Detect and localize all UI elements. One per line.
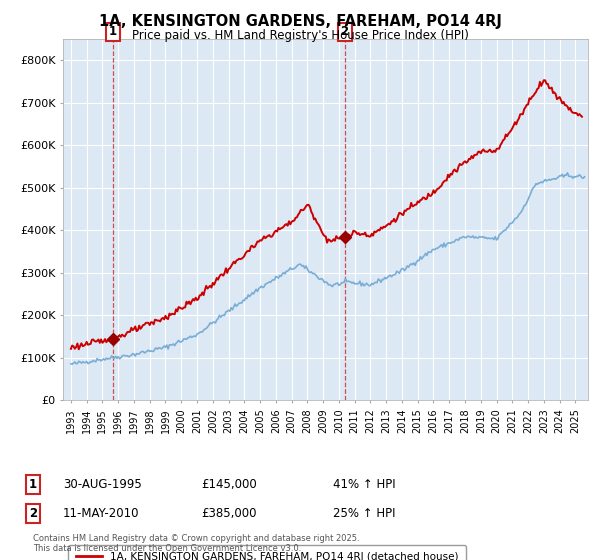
Text: 11-MAY-2010: 11-MAY-2010 (63, 507, 139, 520)
Text: 41% ↑ HPI: 41% ↑ HPI (333, 478, 395, 491)
Text: Contains HM Land Registry data © Crown copyright and database right 2025.
This d: Contains HM Land Registry data © Crown c… (33, 534, 359, 553)
Text: 1: 1 (29, 478, 37, 491)
Text: 2: 2 (29, 507, 37, 520)
Text: Price paid vs. HM Land Registry's House Price Index (HPI): Price paid vs. HM Land Registry's House … (131, 29, 469, 42)
Text: 1A, KENSINGTON GARDENS, FAREHAM, PO14 4RJ: 1A, KENSINGTON GARDENS, FAREHAM, PO14 4R… (98, 14, 502, 29)
Text: 30-AUG-1995: 30-AUG-1995 (63, 478, 142, 491)
Text: 25% ↑ HPI: 25% ↑ HPI (333, 507, 395, 520)
Text: 2: 2 (341, 25, 349, 39)
Text: £385,000: £385,000 (201, 507, 257, 520)
Text: 1: 1 (109, 25, 117, 39)
Legend: 1A, KENSINGTON GARDENS, FAREHAM, PO14 4RJ (detached house), HPI: Average price, : 1A, KENSINGTON GARDENS, FAREHAM, PO14 4R… (68, 545, 466, 560)
Text: £145,000: £145,000 (201, 478, 257, 491)
